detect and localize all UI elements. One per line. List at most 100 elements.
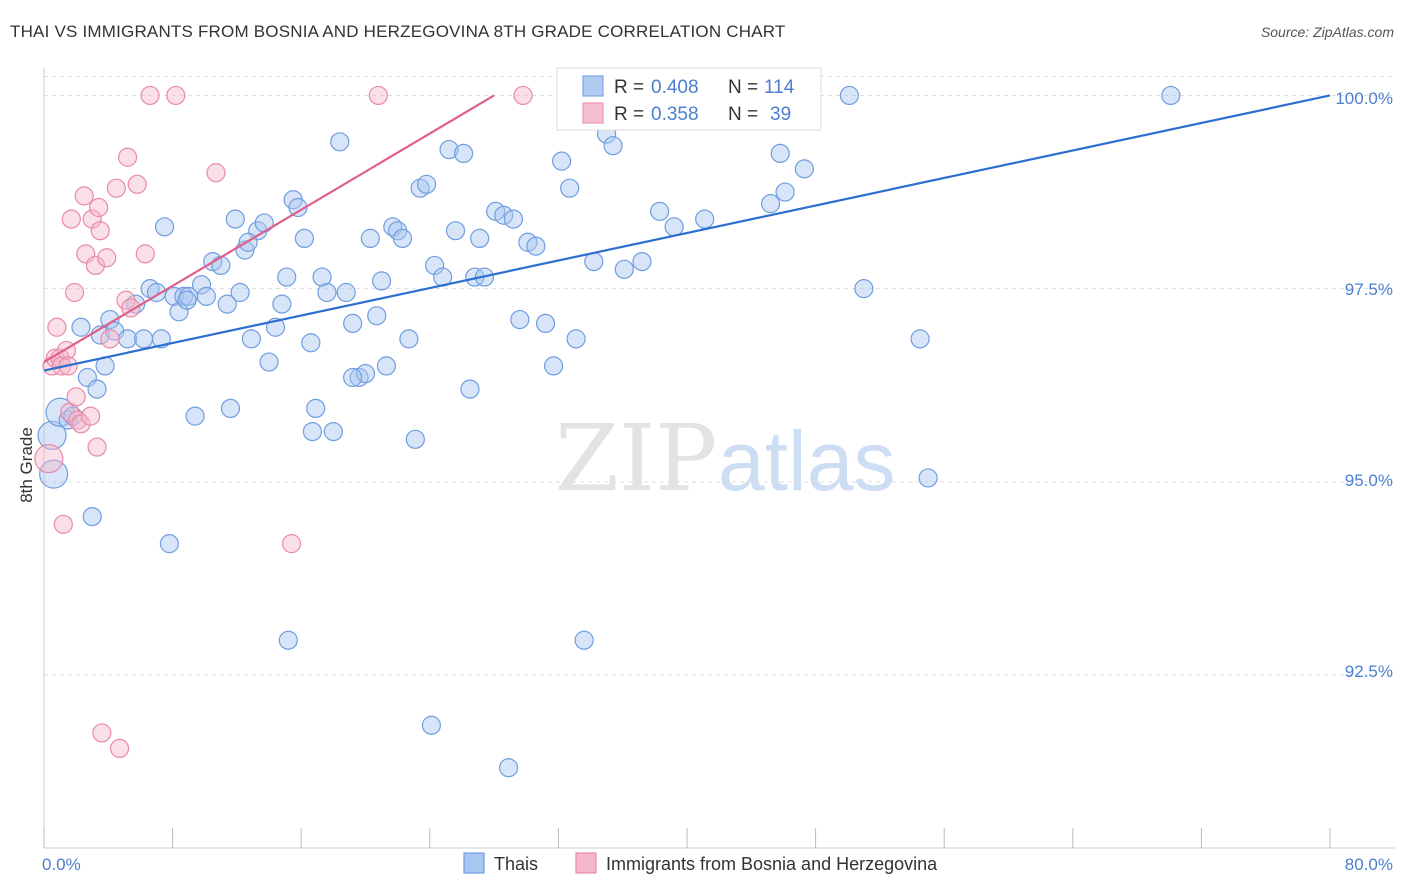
thais-point — [154, 217, 175, 237]
thais-point — [241, 329, 261, 349]
thais-point — [603, 136, 623, 156]
x-tick-label-max: 80.0% — [1345, 855, 1393, 874]
thais-point — [552, 151, 572, 171]
thais-point — [134, 329, 154, 349]
bosnia-point — [368, 85, 388, 106]
thais-point — [277, 267, 297, 287]
thais-point — [230, 282, 250, 303]
watermark-zip: ZIP — [555, 405, 717, 512]
legend-n-label: N = — [728, 104, 758, 125]
thais-point — [87, 379, 107, 399]
thais-point — [421, 715, 442, 735]
bosnia-point — [281, 534, 302, 554]
bosnia-point — [53, 514, 73, 534]
thais-point — [918, 468, 938, 488]
thais-point — [543, 356, 564, 376]
thais-point — [399, 329, 419, 349]
thais-point — [453, 143, 474, 164]
thais-point — [470, 228, 490, 249]
legend-n-value-pink: 39 — [770, 104, 791, 125]
thais-point — [494, 205, 514, 225]
thais-point — [760, 194, 781, 214]
thais-point — [416, 174, 437, 194]
thais-point — [367, 306, 387, 326]
bosnia-point — [87, 437, 107, 457]
thais-point — [323, 421, 343, 442]
trend-lines — [43, 94, 1331, 372]
bosnia-point — [100, 329, 120, 349]
thais-point — [854, 279, 874, 299]
legend-bosnia-swatch — [575, 852, 597, 874]
bosnia-point — [513, 85, 533, 106]
thais-point — [278, 630, 298, 650]
bosnia-point — [85, 255, 106, 276]
thais-point — [360, 228, 380, 249]
thais-point — [302, 421, 323, 442]
bosnia-point — [81, 406, 101, 426]
bosnia-point — [66, 387, 86, 407]
thais-point — [535, 313, 556, 334]
legend-n-label: N = — [728, 77, 758, 98]
thais-point — [82, 506, 102, 527]
gridlines — [44, 75, 1395, 676]
legend-r-label: R = — [614, 77, 644, 98]
thais-point — [294, 228, 315, 249]
legend-swatch-pink — [582, 102, 604, 124]
bosnia-trend-line — [43, 94, 495, 363]
bosnia-point — [135, 244, 155, 264]
thais-point — [301, 333, 321, 353]
legend-r-label: R = — [614, 104, 644, 125]
thais-point — [910, 329, 930, 349]
thais-point — [164, 286, 184, 306]
bosnia-point — [140, 85, 160, 106]
thais-point — [37, 420, 67, 451]
chart-title: THAI VS IMMIGRANTS FROM BOSNIA AND HERZE… — [10, 22, 786, 41]
thais-point — [405, 429, 425, 449]
thais-point — [336, 282, 356, 303]
bosnia-point — [106, 178, 126, 198]
bosnia-point — [166, 85, 186, 106]
bosnia-point — [206, 163, 226, 183]
bosnia-point — [47, 317, 67, 337]
legend-swatch-blue — [582, 75, 604, 97]
thais-point — [526, 236, 546, 256]
thais-point — [1161, 85, 1181, 106]
bosnia-point — [61, 209, 81, 229]
y-tick-label: 92.5% — [1345, 662, 1393, 681]
chart-source: Source: ZipAtlas.com — [1260, 24, 1394, 40]
legend-n-value-blue: 114 — [764, 77, 795, 98]
thais-point — [566, 329, 586, 349]
thais-point — [343, 367, 363, 388]
thais-point — [117, 329, 138, 349]
thais-point — [343, 313, 363, 334]
correlation-legend: R = 0.408 N = 114 R = 0.358 N = 39 — [556, 67, 822, 131]
y-tick-label: 100.0% — [1335, 89, 1393, 108]
bosnia-point — [90, 221, 110, 241]
bosnia-point — [74, 186, 94, 206]
thais-point — [445, 221, 466, 241]
thais-point — [330, 132, 350, 152]
bosnia-point — [109, 738, 130, 759]
y-axis-label: 8th Grade — [17, 427, 36, 503]
bosnia-point — [64, 282, 85, 303]
thais-point — [317, 282, 337, 303]
bosnia-point — [97, 248, 117, 268]
thais-point — [574, 630, 594, 650]
thais-point — [211, 255, 231, 276]
thais-point — [650, 201, 670, 221]
thais-point — [185, 406, 205, 426]
thais-point — [770, 143, 790, 164]
thais-point — [632, 251, 652, 272]
thais-point — [498, 758, 519, 778]
thais-point — [503, 209, 523, 229]
thais-point — [254, 213, 274, 233]
thais-point — [220, 398, 241, 419]
legend-r-value-pink: 0.358 — [651, 104, 699, 125]
thais-point — [159, 534, 179, 554]
thais-point — [217, 294, 237, 314]
thais-point — [355, 364, 376, 384]
legend-r-value-blue: 0.408 — [651, 77, 699, 98]
thais-point — [312, 267, 332, 287]
thais-point — [371, 271, 392, 291]
